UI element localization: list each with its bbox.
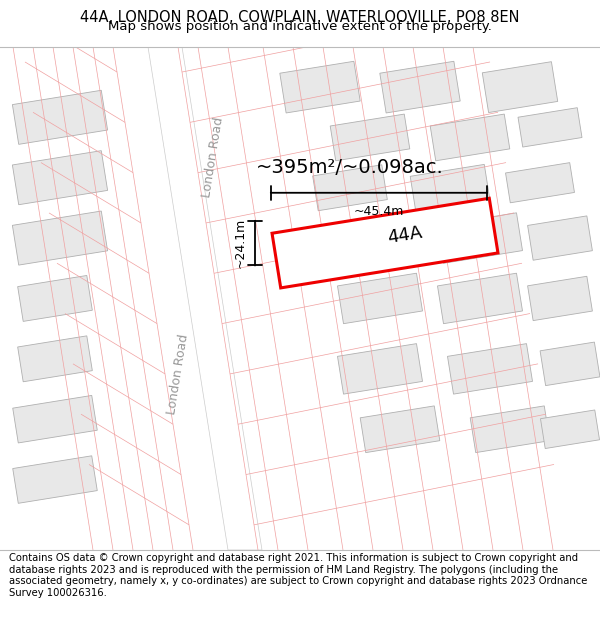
Text: 44A: 44A [386,223,424,247]
Polygon shape [540,342,600,386]
Polygon shape [448,344,532,394]
Text: Contains OS data © Crown copyright and database right 2021. This information is : Contains OS data © Crown copyright and d… [9,553,587,598]
Polygon shape [430,114,510,161]
Text: London Road: London Road [200,116,226,199]
Polygon shape [506,162,574,202]
Polygon shape [330,114,410,161]
Polygon shape [541,410,599,449]
Text: ~395m²/~0.098ac.: ~395m²/~0.098ac. [256,158,444,177]
Text: 44A, LONDON ROAD, COWPLAIN, WATERLOOVILLE, PO8 8EN: 44A, LONDON ROAD, COWPLAIN, WATERLOOVILL… [80,10,520,25]
Polygon shape [410,164,490,211]
Polygon shape [13,90,107,144]
Polygon shape [13,456,97,503]
Polygon shape [518,107,582,147]
Polygon shape [380,61,460,113]
Polygon shape [17,336,92,382]
Polygon shape [338,273,422,324]
Text: ~45.4m: ~45.4m [354,205,404,218]
Polygon shape [527,216,592,260]
Polygon shape [13,396,97,443]
Text: ~24.1m: ~24.1m [234,218,247,268]
Polygon shape [272,198,498,288]
Polygon shape [280,61,360,113]
Polygon shape [313,165,388,211]
Polygon shape [13,151,107,205]
Polygon shape [482,62,558,112]
Polygon shape [437,213,523,263]
Text: London Road: London Road [165,332,191,415]
Polygon shape [13,211,107,265]
Polygon shape [360,406,440,452]
Polygon shape [338,344,422,394]
Polygon shape [527,276,592,321]
Polygon shape [437,273,523,324]
Polygon shape [470,406,550,452]
Polygon shape [17,276,92,321]
Polygon shape [148,47,262,550]
Text: Map shows position and indicative extent of the property.: Map shows position and indicative extent… [108,20,492,32]
Polygon shape [338,213,422,263]
